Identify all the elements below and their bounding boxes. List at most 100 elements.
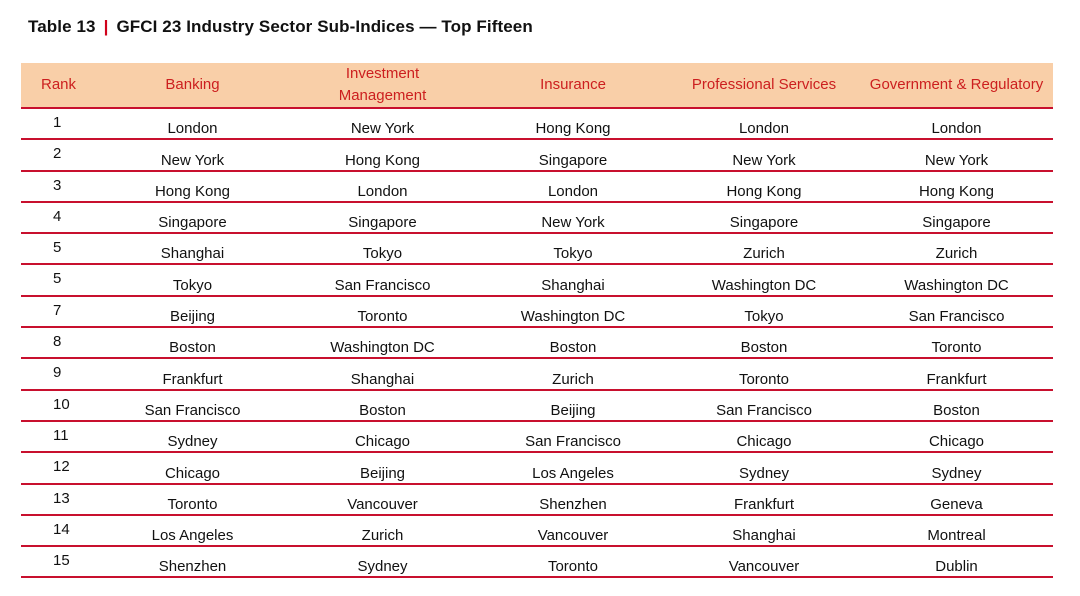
column-header-investment-management: Investment Management: [287, 63, 478, 109]
government-regulatory-cell: Geneva: [860, 483, 1053, 516]
insurance-cell: Shanghai: [478, 264, 668, 297]
investment-management-cell: San Francisco: [287, 264, 478, 297]
professional-services-cell: Vancouver: [668, 546, 860, 579]
banking-cell: San Francisco: [98, 389, 287, 422]
insurance-cell: London: [478, 170, 668, 203]
caption-separator: |: [103, 17, 109, 36]
government-regulatory-cell: Chicago: [860, 420, 1053, 454]
government-regulatory-cell: London: [860, 108, 1053, 141]
insurance-cell: Los Angeles: [478, 452, 668, 485]
professional-services-cell: San Francisco: [668, 389, 860, 422]
column-header-professional-services: Professional Services: [668, 63, 860, 109]
investment-management-cell: Beijing: [287, 452, 478, 485]
professional-services-cell: Sydney: [668, 452, 860, 485]
banking-cell: London: [98, 108, 287, 141]
professional-services-cell: Tokyo: [668, 295, 860, 329]
banking-cell: Tokyo: [98, 264, 287, 297]
government-regulatory-cell: Hong Kong: [860, 170, 1053, 203]
professional-services-cell: Washington DC: [668, 264, 860, 297]
investment-management-cell: New York: [287, 108, 478, 141]
insurance-cell: Zurich: [478, 358, 668, 391]
rank-cell: 7: [21, 295, 98, 329]
professional-services-cell: Zurich: [668, 233, 860, 266]
insurance-cell: Shenzhen: [478, 483, 668, 516]
insurance-cell: Vancouver: [478, 514, 668, 548]
insurance-cell: Toronto: [478, 546, 668, 579]
rank-cell: 3: [21, 170, 98, 203]
rank-cell: 2: [21, 139, 98, 172]
professional-services-cell: New York: [668, 139, 860, 172]
table-row: 5 Tokyo San Francisco Shanghai Washington DC…: [21, 264, 1053, 297]
government-regulatory-cell: Zurich: [860, 233, 1053, 266]
investment-management-cell: Sydney: [287, 546, 478, 579]
rank-cell: 12: [21, 452, 98, 485]
investment-management-cell: Boston: [287, 389, 478, 422]
column-header-insurance: Insurance: [478, 63, 668, 109]
investment-management-cell: Chicago: [287, 420, 478, 454]
rank-cell: 5: [21, 233, 98, 266]
government-regulatory-cell: Dublin: [860, 546, 1053, 579]
professional-services-cell: Frankfurt: [668, 483, 860, 516]
government-regulatory-cell: Boston: [860, 389, 1053, 422]
table-header-row: Rank Banking Investment Management Insur…: [21, 63, 1053, 109]
government-regulatory-cell: Sydney: [860, 452, 1053, 485]
government-regulatory-cell: Singapore: [860, 201, 1053, 235]
table-row: 12 Chicago Beijing Los Angeles Sydney Sydney: [21, 452, 1053, 485]
professional-services-cell: Boston: [668, 327, 860, 360]
banking-cell: Sydney: [98, 420, 287, 454]
rank-cell: 15: [21, 546, 98, 579]
government-regulatory-cell: Washington DC: [860, 264, 1053, 297]
table-number: Table 13: [28, 17, 96, 36]
rank-cell: 14: [21, 514, 98, 548]
investment-management-cell: Washington DC: [287, 327, 478, 360]
table-row: 13 Toronto Vancouver Shenzhen Frankfurt Genev…: [21, 483, 1053, 516]
insurance-cell: New York: [478, 201, 668, 235]
column-header-rank: Rank: [21, 63, 98, 109]
table-row: 3 Hong Kong London London Hong Kong Hong Kong: [21, 170, 1053, 203]
rank-cell: 9: [21, 358, 98, 391]
table-row: 9 Frankfurt Shanghai Zurich Toronto Frankfurt: [21, 358, 1053, 391]
rank-cell: 13: [21, 483, 98, 516]
table-row: 4 Singapore Singapore New York Singapore Sing…: [21, 201, 1053, 235]
banking-cell: Toronto: [98, 483, 287, 516]
table-row: 1 London New York Hong Kong London London: [21, 108, 1053, 141]
professional-services-cell: Chicago: [668, 420, 860, 454]
investment-management-cell: Zurich: [287, 514, 478, 548]
investment-management-cell: London: [287, 170, 478, 203]
banking-cell: Shanghai: [98, 233, 287, 266]
table-row: 11 Sydney Chicago San Francisco Chicago Chica…: [21, 420, 1053, 454]
investment-management-cell: Hong Kong: [287, 139, 478, 172]
rank-cell: 10: [21, 389, 98, 422]
rank-cell: 4: [21, 201, 98, 235]
rank-cell: 11: [21, 420, 98, 454]
column-header-banking: Banking: [98, 63, 287, 109]
column-header-government-regulatory: Government & Regulatory: [860, 63, 1053, 109]
insurance-cell: Washington DC: [478, 295, 668, 329]
professional-services-cell: London: [668, 108, 860, 141]
table-row: 10 San Francisco Boston Beijing San Francisc…: [21, 389, 1053, 422]
table-row: 7 Beijing Toronto Washington DC Tokyo San Fra…: [21, 295, 1053, 329]
table-row: 2 New York Hong Kong Singapore New York New Y…: [21, 139, 1053, 172]
banking-cell: Singapore: [98, 201, 287, 235]
insurance-cell: Tokyo: [478, 233, 668, 266]
investment-management-cell: Singapore: [287, 201, 478, 235]
government-regulatory-cell: New York: [860, 139, 1053, 172]
sector-subindices-table: Rank Banking Investment Management Insur…: [21, 63, 1053, 579]
government-regulatory-cell: Montreal: [860, 514, 1053, 548]
table-title: GFCI 23 Industry Sector Sub-Indices — To…: [116, 17, 533, 36]
banking-cell: Shenzhen: [98, 546, 287, 579]
table-row: 14 Los Angeles Zurich Vancouver Shanghai Mont…: [21, 514, 1053, 548]
insurance-cell: San Francisco: [478, 420, 668, 454]
banking-cell: Hong Kong: [98, 170, 287, 203]
investment-management-cell: Vancouver: [287, 483, 478, 516]
banking-cell: Beijing: [98, 295, 287, 329]
insurance-cell: Singapore: [478, 139, 668, 172]
insurance-cell: Hong Kong: [478, 108, 668, 141]
investment-management-cell: Toronto: [287, 295, 478, 329]
insurance-cell: Beijing: [478, 389, 668, 422]
government-regulatory-cell: Toronto: [860, 327, 1053, 360]
investment-management-cell: Shanghai: [287, 358, 478, 391]
professional-services-cell: Toronto: [668, 358, 860, 391]
professional-services-cell: Singapore: [668, 201, 860, 235]
professional-services-cell: Shanghai: [668, 514, 860, 548]
